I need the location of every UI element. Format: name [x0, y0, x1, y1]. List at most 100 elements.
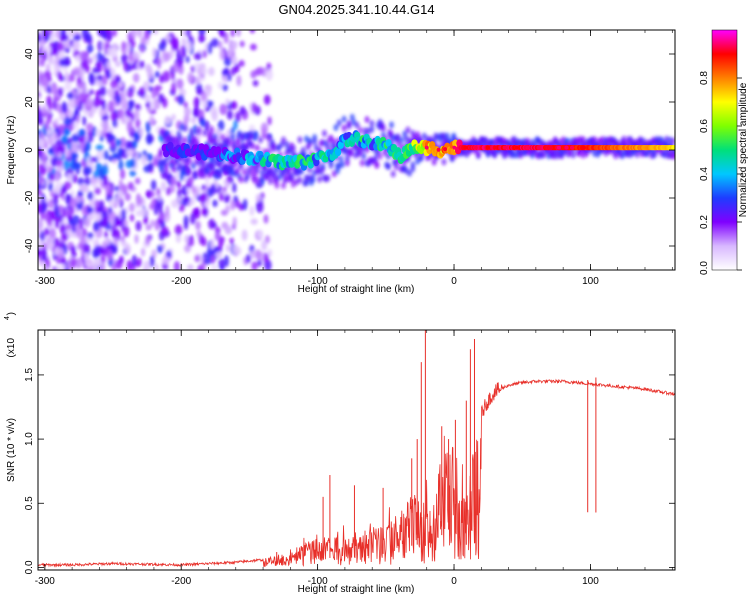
- heatmap-speckle: [71, 134, 80, 143]
- heatmap-speckle: [214, 226, 221, 235]
- heatmap-speckle: [128, 50, 133, 62]
- heatmap-speckle: [232, 182, 237, 193]
- snr-y-label: SNR (10 * v/v): [6, 418, 17, 482]
- heatmap-speckle: [134, 234, 139, 244]
- heatmap-halo-cell: [361, 152, 367, 160]
- spectrogram-y-tick-label: 40: [24, 48, 35, 60]
- heatmap-speckle: [78, 242, 83, 250]
- heatmap-speckle: [250, 43, 257, 51]
- heatmap-speckle: [163, 52, 171, 62]
- heatmap-halo-cell: [652, 150, 658, 158]
- heatmap-halo-cell: [254, 144, 260, 152]
- heatmap-speckle: [149, 114, 155, 126]
- heatmap-speckle: [53, 49, 59, 56]
- heatmap-speckle: [86, 122, 94, 132]
- heatmap-speckle: [67, 108, 74, 119]
- heatmap-speckle: [195, 220, 201, 231]
- heatmap-halo-cell: [228, 164, 234, 172]
- heatmap-speckle: [58, 248, 64, 260]
- heatmap-speckle: [58, 58, 67, 67]
- heatmap-speckle: [57, 71, 63, 80]
- spectrogram-x-tick-label: -100: [308, 276, 328, 287]
- snr-series-line: [38, 378, 675, 568]
- heatmap-speckle: [248, 124, 255, 132]
- heatmap-speckle: [182, 196, 191, 203]
- heatmap-speckle: [38, 218, 42, 230]
- heatmap-peak-dot: [581, 145, 586, 150]
- heatmap-speckle: [217, 120, 225, 132]
- heatmap-speckle: [39, 174, 44, 185]
- heatmap-speckle: [197, 62, 204, 71]
- heatmap-speckle: [100, 107, 108, 116]
- heatmap-speckle: [158, 42, 166, 52]
- heatmap-speckle: [183, 101, 188, 109]
- heatmap-speckle: [110, 139, 116, 149]
- heatmap-speckle: [137, 30, 143, 39]
- heatmap-speckle: [193, 96, 200, 109]
- heatmap-speckle: [157, 193, 162, 202]
- heatmap-speckle: [140, 207, 147, 217]
- heatmap-speckle: [88, 135, 94, 143]
- heatmap-speckle: [111, 30, 118, 37]
- heatmap-halo-cell: [359, 159, 365, 167]
- heatmap-halo-cell: [159, 166, 165, 174]
- heatmap-speckle: [111, 264, 116, 270]
- heatmap-halo-cell: [190, 162, 196, 170]
- heatmap-speckle: [267, 116, 272, 126]
- heatmap-speckle: [160, 181, 167, 192]
- heatmap-halo-cell: [325, 174, 331, 182]
- heatmap-halo-cell: [195, 127, 201, 135]
- heatmap-speckle: [125, 140, 133, 150]
- heatmap-speckle: [50, 157, 59, 167]
- heatmap-speckle: [198, 68, 203, 79]
- heatmap-speckle: [198, 233, 204, 245]
- heatmap-halo-cell: [346, 120, 352, 128]
- heatmap-speckle: [72, 143, 80, 153]
- heatmap-speckle: [65, 209, 71, 216]
- heatmap-speckle: [54, 171, 60, 183]
- heatmap-speckle: [38, 83, 42, 93]
- heatmap-halo-cell: [312, 137, 318, 145]
- heatmap-speckle: [57, 87, 64, 97]
- heatmap-speckle: [154, 84, 163, 92]
- heatmap-speckle: [121, 240, 128, 248]
- heatmap-ridge-cell: [307, 160, 315, 169]
- heatmap-speckle: [46, 134, 53, 145]
- heatmap-speckle: [232, 244, 240, 255]
- heatmap-speckle: [164, 34, 171, 41]
- heatmap-speckle: [107, 105, 115, 113]
- heatmap-speckle: [145, 121, 151, 133]
- heatmap-speckle: [256, 66, 264, 76]
- heatmap-speckle: [108, 206, 113, 215]
- heatmap-speckle: [139, 45, 145, 54]
- snr-panel: -300 -200 -100 0 100 0.0 0.5 1.0 1.5 Height of s…: [4, 312, 676, 595]
- heatmap-speckle: [193, 52, 202, 61]
- heatmap-halo-cell: [202, 129, 208, 137]
- heatmap-speckle: [194, 61, 199, 74]
- heatmap-speckle: [86, 156, 91, 166]
- heatmap-speckle: [145, 224, 152, 231]
- heatmap-speckle: [117, 147, 123, 157]
- heatmap-speckle: [211, 110, 218, 122]
- heatmap-ridge-cell: [334, 148, 342, 157]
- heatmap-speckle: [85, 140, 91, 152]
- heatmap-speckle: [70, 257, 76, 269]
- heatmap-speckle: [171, 74, 176, 81]
- heatmap-speckle: [43, 265, 49, 270]
- heatmap-speckle: [178, 204, 185, 212]
- heatmap-speckle: [225, 98, 231, 105]
- heatmap-speckle: [60, 232, 69, 241]
- heatmap-speckle: [136, 257, 142, 267]
- heatmap-speckle: [46, 243, 54, 251]
- heatmap-ridge-cell: [385, 139, 392, 148]
- heatmap-peak-dot: [473, 145, 478, 150]
- heatmap-speckle: [88, 200, 96, 208]
- heatmap-speckle: [171, 113, 176, 121]
- heatmap-speckle: [68, 98, 75, 109]
- heatmap-speckle: [215, 251, 223, 259]
- heatmap-speckle: [70, 205, 75, 215]
- colorbar-bar: [711, 29, 738, 271]
- heatmap-peak-dot: [424, 145, 429, 150]
- heatmap-speckle: [93, 245, 102, 258]
- heatmap-speckle: [181, 185, 188, 196]
